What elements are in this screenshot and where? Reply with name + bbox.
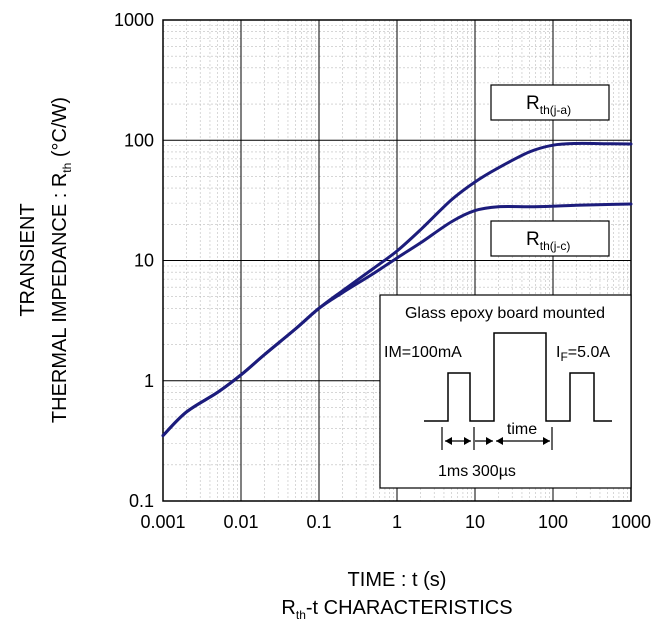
x-tick-label: 1000 xyxy=(611,512,651,532)
inset-im-label: IM=100mA xyxy=(384,344,462,361)
y-tick-label: 10 xyxy=(134,251,154,271)
y-tick-label: 1 xyxy=(144,371,154,391)
legend-box-rth-jc: Rth(j-c) xyxy=(490,220,610,257)
y-tick-label: 1000 xyxy=(114,10,154,30)
y-axis-title-line1: TRANSIENT xyxy=(17,203,39,316)
x-tick-label: 0.1 xyxy=(306,512,331,532)
inset-frame xyxy=(379,294,632,489)
y-tick-label: 0.1 xyxy=(129,491,154,511)
x-tick-labels: 0.001 0.01 0.1 1 10 100 1000 xyxy=(140,512,651,532)
y-axis-title-line2: THERMAL IMPEDANCE : Rth (°C/W) xyxy=(49,97,74,423)
x-axis-title: TIME : t (s) xyxy=(348,569,447,591)
legend-box-rth-ja: Rth(j-a) xyxy=(490,84,610,121)
x-tick-label: 1 xyxy=(392,512,402,532)
inset-diagram: Glass epoxy board mounted IM=100mA IF=5.… xyxy=(379,294,632,489)
plot-frame xyxy=(162,19,632,502)
x-tick-label: 0.001 xyxy=(140,512,185,532)
y-tick-label: 100 xyxy=(124,130,154,150)
inset-time-label: time xyxy=(507,421,537,438)
inset-title: Glass epoxy board mounted xyxy=(405,305,605,322)
y-tick-labels: 0.1 1 10 100 1000 xyxy=(114,10,154,511)
x-tick-label: 0.01 xyxy=(223,512,258,532)
series-line-rth-jc xyxy=(161,202,633,438)
x-tick-label: 100 xyxy=(538,512,568,532)
chart-caption: Rth-t CHARACTERISTICS xyxy=(281,597,512,622)
arrow-head xyxy=(486,437,493,445)
inset-1ms-label: 1ms xyxy=(438,463,468,480)
arrow-head xyxy=(445,437,452,445)
legend-label-rth-ja: Rth(j-a) xyxy=(526,93,571,117)
arrow-head xyxy=(543,437,550,445)
arrow-head xyxy=(464,437,471,445)
arrow-head xyxy=(496,437,503,445)
x-tick-label: 10 xyxy=(465,512,485,532)
series-layer xyxy=(161,141,633,438)
inset-if-label: IF=5.0A xyxy=(556,344,610,364)
pulse-waveform xyxy=(424,332,612,422)
legend-label-rth-jc: Rth(j-c) xyxy=(526,229,570,253)
inset-300us-label: 300µs xyxy=(472,463,516,480)
